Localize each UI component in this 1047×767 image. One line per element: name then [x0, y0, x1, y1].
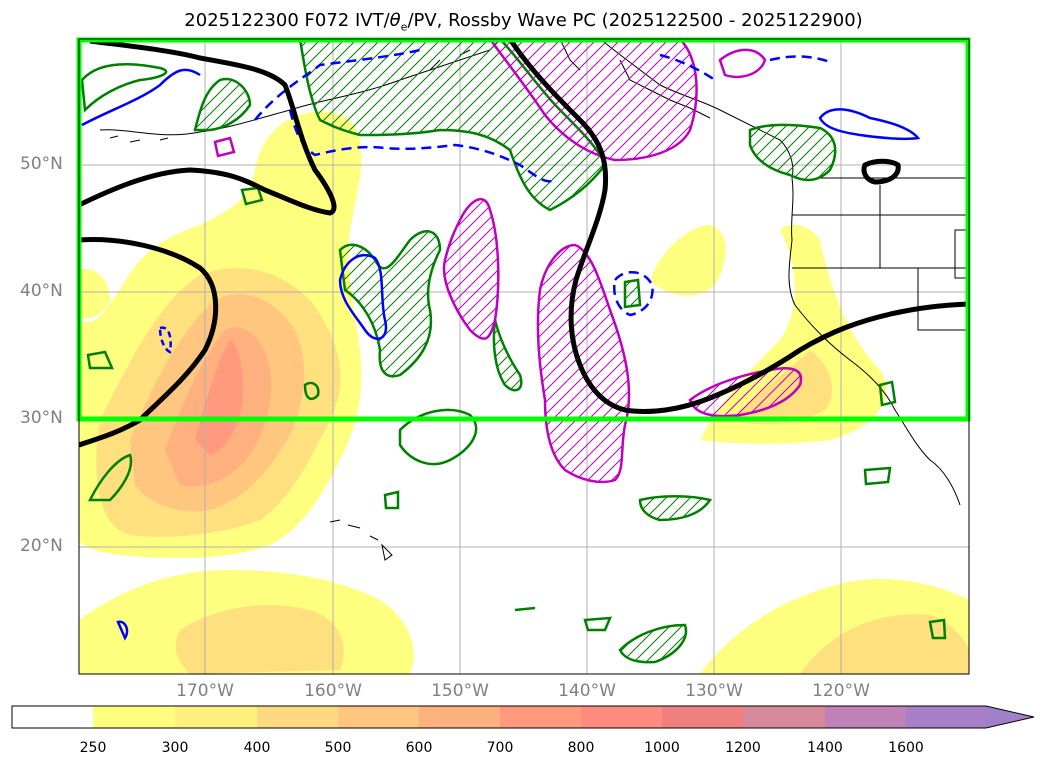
- green-region-sw-1: [87, 453, 133, 502]
- green-region-west-alaska: [193, 77, 252, 132]
- lat-label-30n: 30°N: [20, 408, 63, 428]
- rossby-wave-contours: [79, 39, 969, 448]
- green-small-4: [863, 466, 892, 486]
- green-region-nw: [80, 62, 168, 113]
- colorbar-segment-1600: [906, 706, 986, 728]
- lon-label-150w: 150°W: [431, 681, 489, 701]
- magenta-contours: [213, 39, 803, 484]
- hawaii-islands: [329, 519, 393, 561]
- colorbar-segment-1400: [825, 706, 906, 728]
- green-small-8: [86, 350, 114, 370]
- blue-dashed-west: [158, 326, 172, 354]
- colorbar-tick-800: 800: [567, 740, 595, 756]
- ivt-700-region-main: [195, 340, 243, 455]
- green-region-east: [748, 123, 837, 182]
- colorbar-tick-1000: 1000: [644, 740, 680, 756]
- ivt-300-region-south: [175, 605, 344, 674]
- colorbar-tick-500: 500: [324, 740, 352, 756]
- aleutian-islands: [109, 49, 471, 143]
- colorbar-tick-600: 600: [405, 740, 433, 756]
- colorbar-segment-250: [93, 706, 175, 728]
- lat-label-40n: 40°N: [20, 281, 63, 301]
- lon-label-170w: 170°W: [176, 681, 234, 701]
- magenta-region-east: [688, 367, 803, 418]
- green-region-se-mid: [638, 495, 713, 522]
- colorbar-segment-500: [338, 706, 419, 728]
- map-frame: [78, 38, 970, 675]
- green-small-9: [514, 606, 536, 612]
- colorbar-tick-250: 250: [79, 740, 107, 756]
- magenta-region-south: [536, 243, 631, 484]
- green-small-5: [878, 380, 897, 407]
- lon-label-130w: 130°W: [685, 681, 743, 701]
- lon-label-120w: 120°W: [812, 681, 870, 701]
- colorbar-tick-700: 700: [486, 740, 514, 756]
- blue-dashed-ne: [659, 53, 831, 82]
- lat-label-20n: 20°N: [20, 536, 63, 556]
- ivt-shading: [79, 111, 969, 674]
- rossby-contour-closed: [861, 158, 901, 185]
- colorbar: [11, 705, 1035, 729]
- us-state-borders: [792, 185, 969, 331]
- green-region-pacific-1: [492, 319, 523, 392]
- chart-title: 2025122300 F072 IVT/θe/PV, Rossby Wave P…: [184, 10, 863, 34]
- green-small-2: [623, 278, 642, 309]
- green-small-1: [303, 381, 320, 401]
- colorbar-tick-300: 300: [161, 740, 189, 756]
- blue-contours: [81, 48, 921, 641]
- colorbar-tick-1400: 1400: [807, 740, 843, 756]
- rossby-contour-east: [507, 39, 969, 414]
- blue-small-south: [116, 620, 129, 641]
- lon-label-140w: 140°W: [558, 681, 616, 701]
- ivt-250-region-mid: [650, 225, 726, 296]
- lat-label-50n: 50°N: [20, 154, 63, 174]
- lon-label-160w: 160°W: [304, 681, 362, 701]
- ivt-300-region-southeast: [800, 614, 969, 674]
- magenta-region-north: [488, 39, 698, 162]
- blue-dashed-mid: [613, 271, 654, 317]
- green-region-south-mid: [398, 408, 478, 466]
- colorbar-segment-400: [257, 706, 338, 728]
- colorbar-segment-300: [175, 706, 257, 728]
- green-region-south-east: [618, 623, 688, 664]
- rossby-contour-west: [79, 237, 219, 448]
- green-small-10: [583, 616, 612, 632]
- blue-dashed-north: [254, 48, 556, 183]
- ivt-250-region-west: [79, 269, 110, 319]
- blue-solid-nw: [81, 68, 201, 127]
- green-small-3: [240, 186, 264, 206]
- rossby-contour-north: [79, 39, 337, 216]
- green-small-6: [928, 618, 947, 640]
- green-small-7: [383, 490, 400, 510]
- colorbar-segment-600: [419, 706, 500, 728]
- colorbar-outline: [11, 705, 1035, 729]
- north-america-coast: [788, 177, 961, 506]
- magenta-small-2: [718, 48, 767, 79]
- colorbar-segment-1200: [743, 706, 825, 728]
- blue-solid-central: [338, 254, 388, 340]
- colorbar-segment-1000: [662, 706, 743, 728]
- blue-solid-ne: [818, 108, 921, 141]
- colorbar-extend-arrow: [986, 706, 1034, 728]
- colorbar-segment-800: [581, 706, 662, 728]
- colorbar-tick-400: 400: [243, 740, 271, 756]
- magenta-region-central: [442, 197, 500, 340]
- colorbar-segment-700: [500, 706, 581, 728]
- colorbar-tick-1600: 1600: [888, 740, 924, 756]
- colorbar-under: [12, 706, 93, 728]
- magenta-small-1: [213, 136, 236, 158]
- colorbar-tick-1200: 1200: [725, 740, 761, 756]
